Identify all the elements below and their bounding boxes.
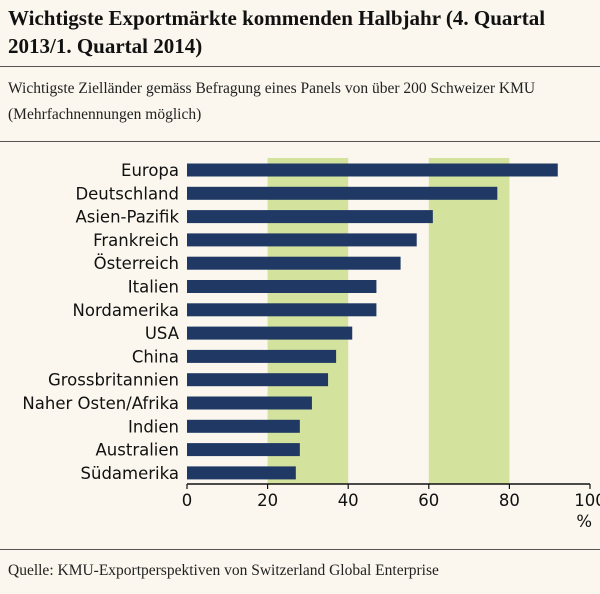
shaded-band (267, 158, 349, 484)
title-divider (0, 66, 600, 67)
chart-subtitle: Wichtigste Zielländer gemäss Befragung e… (8, 80, 536, 123)
x-axis-label: % (576, 512, 592, 531)
bar (187, 419, 300, 433)
category-label: Europa (121, 161, 179, 180)
bar (187, 349, 337, 363)
category-label: USA (145, 324, 180, 343)
category-label: Grossbritannien (48, 371, 179, 390)
source-note: Quelle: KMU-Exportperspektiven von Switz… (8, 562, 439, 579)
bar-chart: Europa Deutschland Asien-Pazifik Frankreich… (22, 158, 600, 531)
chart-title: Wichtigste Exportmärkte kommenden Halbja… (8, 6, 546, 58)
bar (187, 163, 558, 177)
bar (187, 396, 312, 410)
bar (187, 233, 417, 247)
category-label: Asien-Pazifik (75, 208, 179, 227)
bar (187, 303, 377, 317)
bar (187, 280, 377, 293)
category-label: Frankreich (93, 231, 179, 250)
bar (187, 373, 329, 387)
bar (187, 186, 498, 200)
shaded-band (428, 158, 510, 484)
category-label: Naher Osten/Afrika (22, 394, 179, 413)
x-tick-label: 0 (182, 491, 193, 510)
category-label: Südamerika (81, 464, 179, 483)
category-label: China (132, 347, 179, 366)
source-divider (0, 549, 600, 550)
subtitle-divider (0, 141, 600, 142)
category-label: Österreich (94, 254, 179, 273)
category-label: Italien (128, 278, 179, 297)
x-tick-label: 100 (574, 491, 600, 510)
category-label: Indien (128, 417, 179, 436)
x-tick-label: 20 (257, 491, 278, 510)
x-tick-label: 80 (499, 491, 520, 510)
bar (187, 210, 433, 224)
category-label: Australien (96, 441, 179, 460)
x-tick-label: 60 (418, 491, 439, 510)
bar (187, 256, 401, 270)
bar (187, 443, 300, 457)
category-label: Nordamerika (73, 301, 180, 320)
bar (187, 326, 353, 340)
category-label: Deutschland (75, 184, 179, 203)
x-tick-label: 40 (338, 491, 359, 510)
bar (187, 466, 296, 480)
